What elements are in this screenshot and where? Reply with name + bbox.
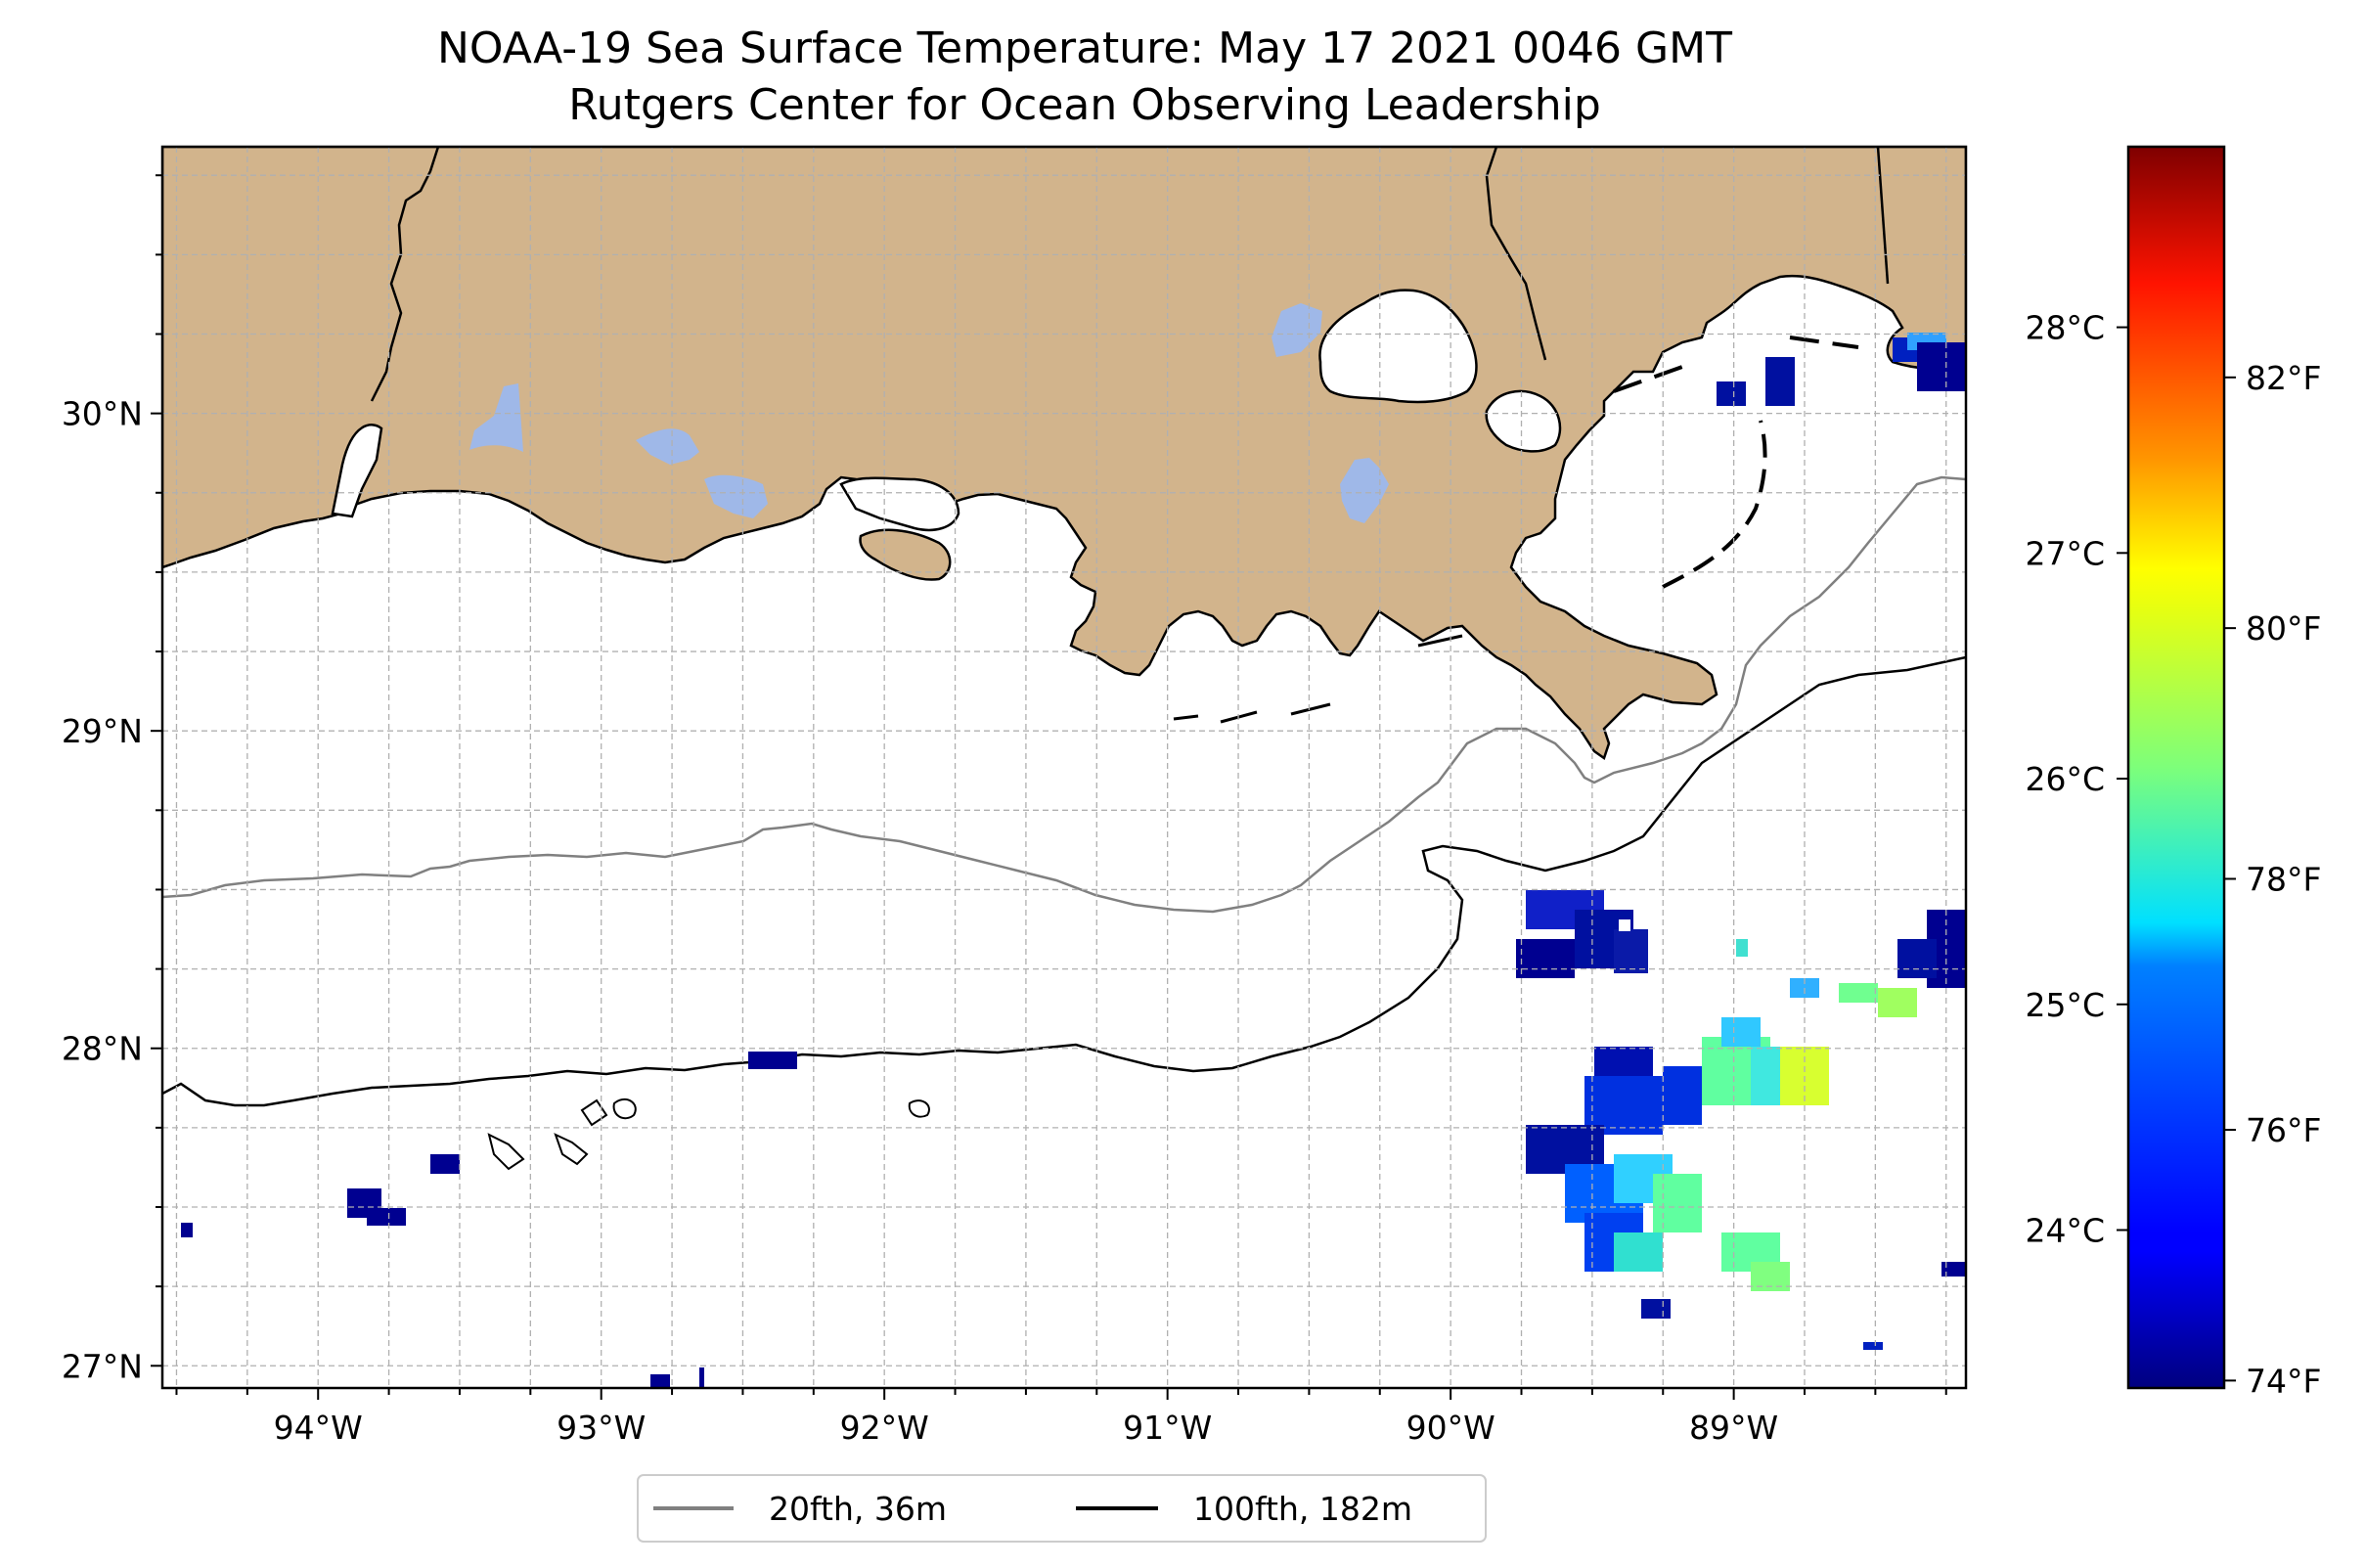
isobath-100fth-blob-5 [554, 1133, 589, 1166]
colorbar-fahrenheit-label: 74°F [2246, 1362, 2321, 1400]
colorbar-celsius-label: 27°C [2025, 534, 2105, 572]
legend-box [637, 1474, 1487, 1543]
sst-data-layer [181, 333, 1966, 1388]
colorbar-fahrenheit-label: 76°F [2246, 1111, 2321, 1149]
chandeleur-islands [1662, 420, 1767, 589]
lake-5 [1340, 458, 1389, 523]
lake-borgne [1485, 389, 1562, 453]
isobath-100fth-blob-1 [580, 1098, 608, 1127]
sabine-lake [331, 424, 383, 518]
lon-tick-label: 93°W [557, 1409, 646, 1447]
isobath-100fth-blob-4 [487, 1133, 525, 1171]
legend-label-100fth: 100fth, 182m [1193, 1490, 1412, 1528]
lon-tick-label: 91°W [1123, 1409, 1212, 1447]
colorbar-fahrenheit-label: 78°F [2246, 860, 2321, 898]
lon-tick-label: 92°W [840, 1409, 929, 1447]
marsh-island [859, 528, 952, 581]
state-border-la-ms [1485, 147, 1547, 361]
colorbar: 24°C 25°C 26°C 27°C 28°C 74°F 76°F 78°F 80°F 82°F [2025, 145, 2321, 1401]
isobath-100fth [162, 655, 1966, 1107]
lake-pontchartrain [1318, 289, 1478, 404]
land-area [162, 147, 1966, 760]
barrier-island-1 [1173, 714, 1199, 721]
lon-tick-label: 90°W [1406, 1409, 1495, 1447]
lon-tick-label: 89°W [1689, 1409, 1778, 1447]
colorbar-celsius-label: 25°C [2025, 986, 2105, 1024]
barrier-island-3 [1290, 702, 1331, 716]
legend-label-20fth: 20fth, 36m [769, 1490, 947, 1528]
isobath-100fth-blob-3 [908, 1099, 930, 1118]
isobath-100fth-blob-2 [612, 1098, 637, 1120]
map-title-line-2: Rutgers Center for Ocean Observing Leade… [568, 80, 1601, 130]
lake-2 [636, 428, 699, 465]
lat-tick-label: 30°N [62, 395, 143, 433]
barrier-island-4 [1417, 634, 1463, 648]
state-border-ms-al [1876, 147, 1890, 285]
colorbar-celsius-label: 28°C [2025, 309, 2105, 347]
lake-3 [704, 474, 768, 518]
vermilion-bay [839, 476, 960, 532]
lake-1 [469, 383, 523, 452]
colorbar-fahrenheit-label: 80°F [2246, 609, 2321, 648]
lat-tick-label: 27°N [62, 1347, 143, 1385]
lon-tick-label: 94°W [274, 1409, 363, 1447]
colorbar-celsius-label: 26°C [2025, 760, 2105, 798]
map-title-line-1: NOAA-19 Sea Surface Temperature: May 17 … [437, 23, 1732, 73]
lat-tick-label: 29°N [62, 712, 143, 750]
map-gridlines [162, 147, 1966, 1388]
colorbar-fahrenheit-label: 82°F [2246, 359, 2321, 397]
colorbar-celsius-label: 24°C [2025, 1211, 2105, 1249]
map-legend: 20fth, 36m 100fth, 182m [637, 1474, 1487, 1543]
map-axis-ticks: 94°W 93°W 92°W 91°W 90°W 89°W 27°N 28°N 29°N 30°N [62, 174, 1947, 1447]
lat-tick-label: 28°N [62, 1030, 143, 1068]
colorbar-ticks: 24°C 25°C 26°C 27°C 28°C 74°F 76°F 78°F 80°F 82°F [2025, 309, 2321, 1401]
colorbar-scale [2126, 145, 2226, 1390]
map-frame [160, 145, 1968, 1390]
